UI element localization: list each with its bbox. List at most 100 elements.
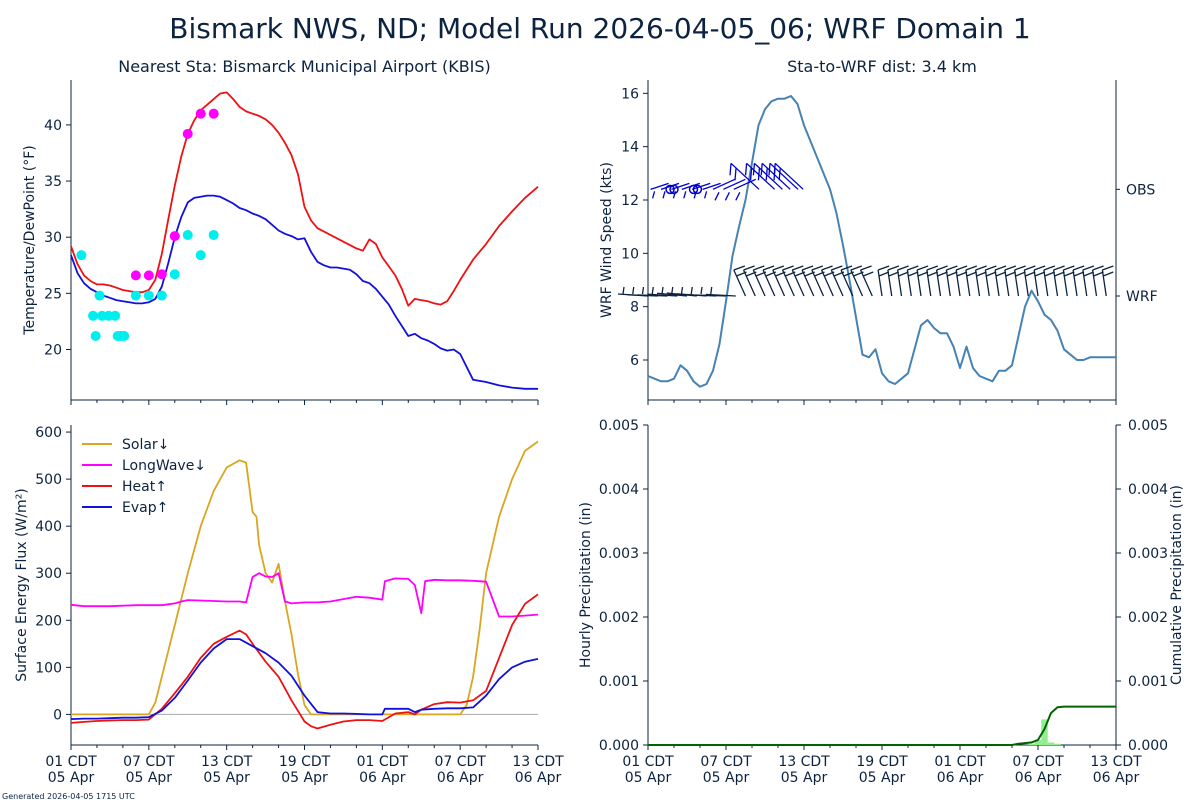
wrf-barb-staff — [887, 269, 893, 297]
wrf-barb-flag — [1015, 271, 1026, 277]
wrf-barb-flag — [1025, 271, 1036, 277]
precip-x-tick-label: 06 Apr — [1015, 770, 1062, 786]
energy-ylabel: Surface Energy Flux (W/m²) — [14, 488, 30, 682]
wrf-barb-flag — [975, 265, 987, 271]
wrf-barb-staff — [1004, 269, 1010, 297]
wrf-barb-flag — [1072, 265, 1085, 271]
wrf-barb-staff — [820, 269, 834, 297]
obs-barb-staff — [702, 182, 721, 190]
wrf-wind-barb — [994, 265, 1007, 297]
temp-y-tick-label: 35 — [44, 174, 62, 190]
precip-y-tick-label: 0.004 — [599, 482, 639, 498]
wrf-barb-flag — [887, 265, 900, 271]
obs-wind-barb — [752, 162, 783, 190]
hourly-precip-bar — [1028, 743, 1035, 745]
wrf-wind-barb — [733, 265, 747, 297]
precip-right-y-tick-label: 0.005 — [1128, 418, 1168, 434]
wrf-barb-flag — [811, 265, 824, 271]
wrf-wind-barb — [791, 265, 806, 297]
wrf-barb-staff — [1052, 269, 1059, 297]
wrf-wind-barb — [926, 265, 939, 297]
wrf-barb-flag — [831, 265, 843, 271]
wind-y-tick-label: 8 — [630, 300, 639, 316]
obs-barb-staff — [753, 162, 783, 190]
wrf-wind-barb — [974, 265, 987, 297]
obs-barb-flag — [734, 168, 737, 181]
cumulative-precip-line — [648, 705, 1116, 746]
wrf-barb-staff — [801, 269, 815, 297]
hourly-precip-bar — [1047, 742, 1055, 745]
obs-barb-flag — [703, 191, 708, 199]
wrf-barb-flag — [762, 265, 775, 271]
wrf-barb-staff — [955, 269, 961, 297]
wind-y-tick-label: 6 — [630, 353, 639, 369]
wrf-wind-barb — [1023, 265, 1036, 297]
precip-ylabel-left: Hourly Precipitation (in) — [578, 502, 594, 668]
precip-y-tick-label: 0.002 — [599, 610, 639, 626]
obs-barb-staff — [691, 182, 711, 190]
wrf-barb-staff — [906, 269, 912, 297]
obs-wind-barb — [729, 162, 760, 190]
wrf-barb-flag — [792, 265, 804, 271]
precip-right-y-tick-label: 0.000 — [1128, 738, 1168, 754]
obs-barb-staff — [723, 178, 746, 190]
wrf-wind-barb — [772, 265, 786, 297]
wrf-wind-barb — [1043, 265, 1056, 297]
precip-x-tick-label: 01 CDT — [934, 754, 986, 770]
obs-wind-barb — [760, 162, 791, 190]
wrf-wind-barb — [896, 265, 909, 297]
wrf-barb-flag — [1103, 271, 1114, 277]
obs-temperature-point — [208, 108, 219, 119]
obs-calm-circle — [665, 184, 675, 195]
wrf-wind-barb — [1091, 265, 1104, 297]
wrf-barb-staff — [742, 269, 756, 297]
wrf-wind-barb — [637, 286, 668, 297]
wind-right-label: WRF — [1126, 289, 1158, 305]
wrf-barb-flag — [1092, 265, 1104, 271]
obs-dewpoint-point — [195, 250, 206, 261]
wrf-barb-flag — [877, 265, 890, 271]
wrf-barb-staff — [733, 269, 747, 297]
energy-y-tick-label: 100 — [35, 660, 62, 676]
precip-ylabel-right: Cumulative Precipitation (in) — [1169, 485, 1185, 685]
wrf-barb-staff — [877, 269, 883, 297]
wrf-barb-flag — [622, 286, 625, 295]
wrf-barb-flag — [1093, 271, 1104, 277]
wrf-barb-staff — [1091, 269, 1098, 297]
wrf-barb-flag — [863, 271, 874, 277]
precip-x-tick-label: 06 Apr — [1093, 770, 1140, 786]
precip-y-tick-label: 0.005 — [599, 418, 639, 434]
wrf-wind-barb — [801, 265, 815, 297]
wrf-barb-flag — [965, 265, 978, 271]
wrf-barb-staff — [965, 269, 971, 297]
wrf-barb-staff — [974, 269, 981, 297]
wind-panel-title: Sta-to-WRF dist: 3.4 km — [787, 57, 977, 76]
wrf-wind-barb — [1052, 265, 1065, 297]
obs-barb-flag — [768, 163, 771, 176]
wrf-barb-staff — [1023, 269, 1029, 297]
wrf-barb-flag — [947, 271, 958, 277]
energy-x-tick-label: 05 Apr — [48, 770, 95, 786]
obs-wind-barb — [768, 162, 799, 190]
temp-panel-title: Nearest Sta: Bismarck Municipal Airport … — [118, 57, 491, 76]
obs-dewpoint-point — [156, 290, 167, 301]
wrf-wind-barb — [647, 286, 678, 297]
obs-wind-barb — [650, 182, 669, 199]
wrf-barb-staff — [850, 269, 864, 297]
temp-y-tick-label: 30 — [44, 230, 62, 246]
wrf-barb-staff — [926, 269, 932, 297]
wrf-wind-barb — [916, 265, 929, 297]
energy-y-tick-label: 0 — [53, 707, 62, 723]
wrf-barb-flag — [1082, 265, 1095, 271]
wrf-wind-barb — [1033, 265, 1046, 297]
obs-dewpoint-point — [130, 290, 141, 301]
obs-dewpoint-point — [76, 250, 87, 261]
wrf-barb-flag — [850, 265, 863, 271]
wind-speed-line — [647, 95, 1116, 388]
hourly-precip-bar — [1034, 739, 1042, 745]
wrf-barb-flag — [1043, 265, 1056, 271]
wrf-barb-staff — [772, 269, 786, 297]
wrf-barb-flag — [700, 286, 703, 295]
wrf-barb-staff — [840, 269, 854, 297]
obs-barb-flag — [757, 168, 761, 181]
